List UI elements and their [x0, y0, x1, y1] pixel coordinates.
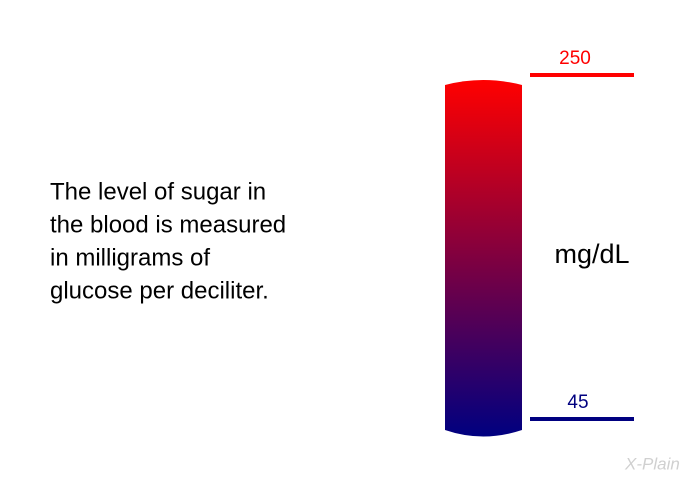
high-label: 250	[559, 48, 591, 69]
description-line: glucose per deciliter.	[50, 277, 269, 304]
description-line: in milligrams of	[50, 244, 210, 271]
logo: X-Plain	[624, 454, 680, 473]
unit-label: mg/dL	[554, 239, 629, 269]
gauge-tube	[445, 80, 522, 437]
description-line: The level of sugar in	[50, 178, 266, 205]
low-label: 45	[567, 392, 588, 413]
description-line: the blood is measured	[50, 211, 286, 238]
description: The level of sugar in the blood is measu…	[50, 178, 286, 304]
